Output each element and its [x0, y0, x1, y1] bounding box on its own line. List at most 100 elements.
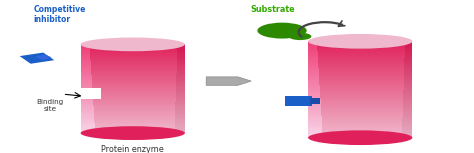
Bar	[405, 44, 412, 46]
Bar	[81, 67, 91, 69]
Bar	[81, 56, 185, 58]
Bar	[81, 81, 185, 83]
Bar	[81, 126, 185, 127]
Bar	[308, 77, 412, 78]
Bar	[81, 75, 185, 77]
Bar	[308, 125, 412, 126]
Circle shape	[289, 33, 311, 40]
Bar	[402, 118, 412, 121]
Bar	[81, 120, 185, 121]
Bar	[308, 94, 412, 96]
Bar	[175, 102, 185, 104]
Bar	[308, 128, 322, 131]
FancyArrow shape	[206, 77, 251, 85]
Bar	[308, 131, 322, 133]
Bar	[81, 122, 95, 124]
Bar	[81, 105, 185, 106]
Bar	[177, 53, 185, 56]
Bar	[308, 56, 318, 58]
Bar	[81, 75, 91, 78]
Bar	[176, 80, 185, 82]
Bar	[308, 102, 412, 104]
Bar	[81, 123, 185, 124]
Bar	[308, 99, 320, 102]
Bar	[405, 51, 412, 53]
Bar	[175, 122, 185, 124]
Bar	[81, 73, 91, 75]
Bar	[81, 44, 90, 47]
Bar	[81, 87, 92, 89]
Bar	[81, 64, 91, 67]
Bar	[81, 130, 185, 132]
Bar	[81, 126, 95, 129]
Bar	[308, 97, 320, 99]
Bar	[308, 112, 412, 114]
Bar	[308, 81, 412, 83]
Bar	[81, 58, 185, 59]
Bar	[81, 93, 93, 95]
Bar	[81, 99, 185, 101]
Bar	[81, 129, 95, 131]
Ellipse shape	[81, 37, 185, 51]
Bar	[81, 92, 185, 93]
Bar	[308, 43, 412, 45]
Bar	[177, 44, 185, 47]
Bar	[308, 92, 320, 94]
Bar	[81, 109, 185, 111]
Bar	[308, 93, 412, 94]
Bar	[81, 98, 185, 99]
Bar	[81, 71, 91, 73]
Bar	[308, 122, 412, 123]
Bar	[81, 73, 185, 74]
Bar	[175, 109, 185, 111]
Bar	[177, 60, 185, 62]
Bar	[81, 86, 185, 87]
Bar	[308, 117, 412, 118]
Bar	[285, 96, 312, 106]
Bar	[81, 84, 185, 86]
Bar	[405, 53, 412, 56]
Bar	[308, 83, 412, 85]
Bar	[176, 87, 185, 89]
Bar	[308, 110, 412, 112]
Bar	[308, 126, 412, 128]
Bar	[81, 90, 185, 92]
Bar	[81, 82, 92, 84]
Bar	[308, 134, 412, 136]
Bar	[81, 55, 185, 56]
Bar	[174, 131, 185, 133]
Bar	[176, 82, 185, 84]
Bar	[81, 96, 185, 98]
Bar	[81, 111, 94, 113]
Bar	[308, 61, 412, 62]
Bar	[81, 61, 185, 62]
Bar	[404, 82, 412, 85]
Bar	[177, 47, 185, 49]
Text: Protein enzyme: Protein enzyme	[101, 145, 164, 153]
Bar	[308, 114, 412, 115]
Bar	[81, 106, 93, 109]
Bar	[81, 47, 90, 49]
Bar	[308, 68, 319, 70]
Bar	[81, 104, 185, 105]
Bar	[308, 64, 412, 65]
Bar	[403, 97, 412, 99]
Bar	[308, 130, 412, 131]
Bar	[308, 65, 319, 68]
Bar	[403, 92, 412, 94]
Bar	[403, 102, 412, 104]
Bar	[403, 109, 412, 111]
Bar	[402, 128, 412, 131]
Bar	[175, 111, 185, 113]
Bar	[175, 98, 185, 100]
Bar	[308, 51, 412, 53]
Bar	[308, 82, 319, 85]
Bar	[308, 133, 412, 134]
Ellipse shape	[81, 126, 185, 140]
Bar	[308, 49, 412, 51]
Bar	[308, 90, 320, 92]
Bar	[175, 100, 185, 102]
Bar	[177, 58, 185, 60]
Bar	[81, 65, 185, 67]
Bar	[404, 65, 412, 68]
